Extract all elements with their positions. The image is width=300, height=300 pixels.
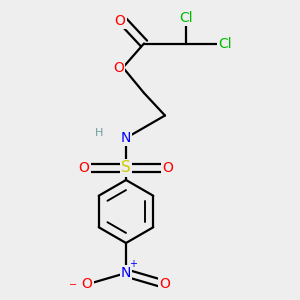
Text: O: O [163, 161, 173, 175]
Text: −: − [69, 280, 78, 290]
Text: H: H [95, 128, 103, 139]
Text: O: O [79, 161, 89, 175]
Text: O: O [115, 14, 125, 28]
Text: Cl: Cl [218, 37, 232, 50]
Text: N: N [121, 266, 131, 280]
Text: O: O [160, 277, 170, 290]
Text: +: + [130, 259, 137, 269]
Text: O: O [113, 61, 124, 74]
Text: S: S [121, 160, 131, 175]
Text: N: N [121, 131, 131, 145]
Text: Cl: Cl [179, 11, 193, 25]
Text: O: O [82, 277, 92, 290]
